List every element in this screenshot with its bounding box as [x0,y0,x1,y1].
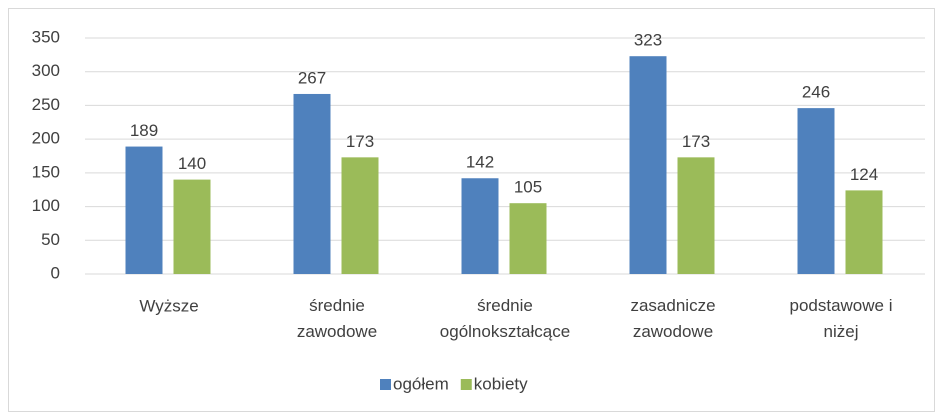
data-label: 246 [802,83,830,102]
y-tick-label: 50 [41,230,60,249]
bar [629,56,667,274]
data-label: 142 [466,153,494,172]
y-tick-label: 100 [32,196,60,215]
data-label: 189 [130,121,158,140]
bar [845,190,883,274]
bar [677,157,715,274]
bar [125,146,163,274]
y-tick-label: 300 [32,61,60,80]
bar [461,178,499,274]
data-label: 105 [514,178,542,197]
data-label: 267 [298,68,326,87]
y-tick-label: 200 [32,129,60,148]
x-tick-label: Wyższe [139,296,198,315]
legend-label: kobiety [474,374,528,393]
x-tick-label: średnie ogólnokształcące [440,296,570,341]
y-tick-label: 150 [32,162,60,181]
data-label: 173 [346,132,374,151]
y-tick-label: 0 [51,263,60,282]
bar [341,157,379,274]
y-tick-label: 350 [32,27,60,46]
bar [797,108,835,274]
data-label: 173 [682,132,710,151]
x-tick-label: średnie zawodowe [297,296,377,341]
data-label: 140 [178,154,206,173]
legend-label: ogółem [393,374,449,393]
y-tick-label: 250 [32,95,60,114]
legend-swatch [460,379,472,390]
bar [293,93,331,274]
data-label: 124 [850,165,878,184]
x-tick-label: podstawowe i niżej [789,296,892,341]
x-tick-label: zasadnicze zawodowe [630,296,715,341]
legend-swatch [380,379,391,390]
data-label: 323 [634,31,662,50]
bar [509,203,547,274]
bar [173,179,211,274]
